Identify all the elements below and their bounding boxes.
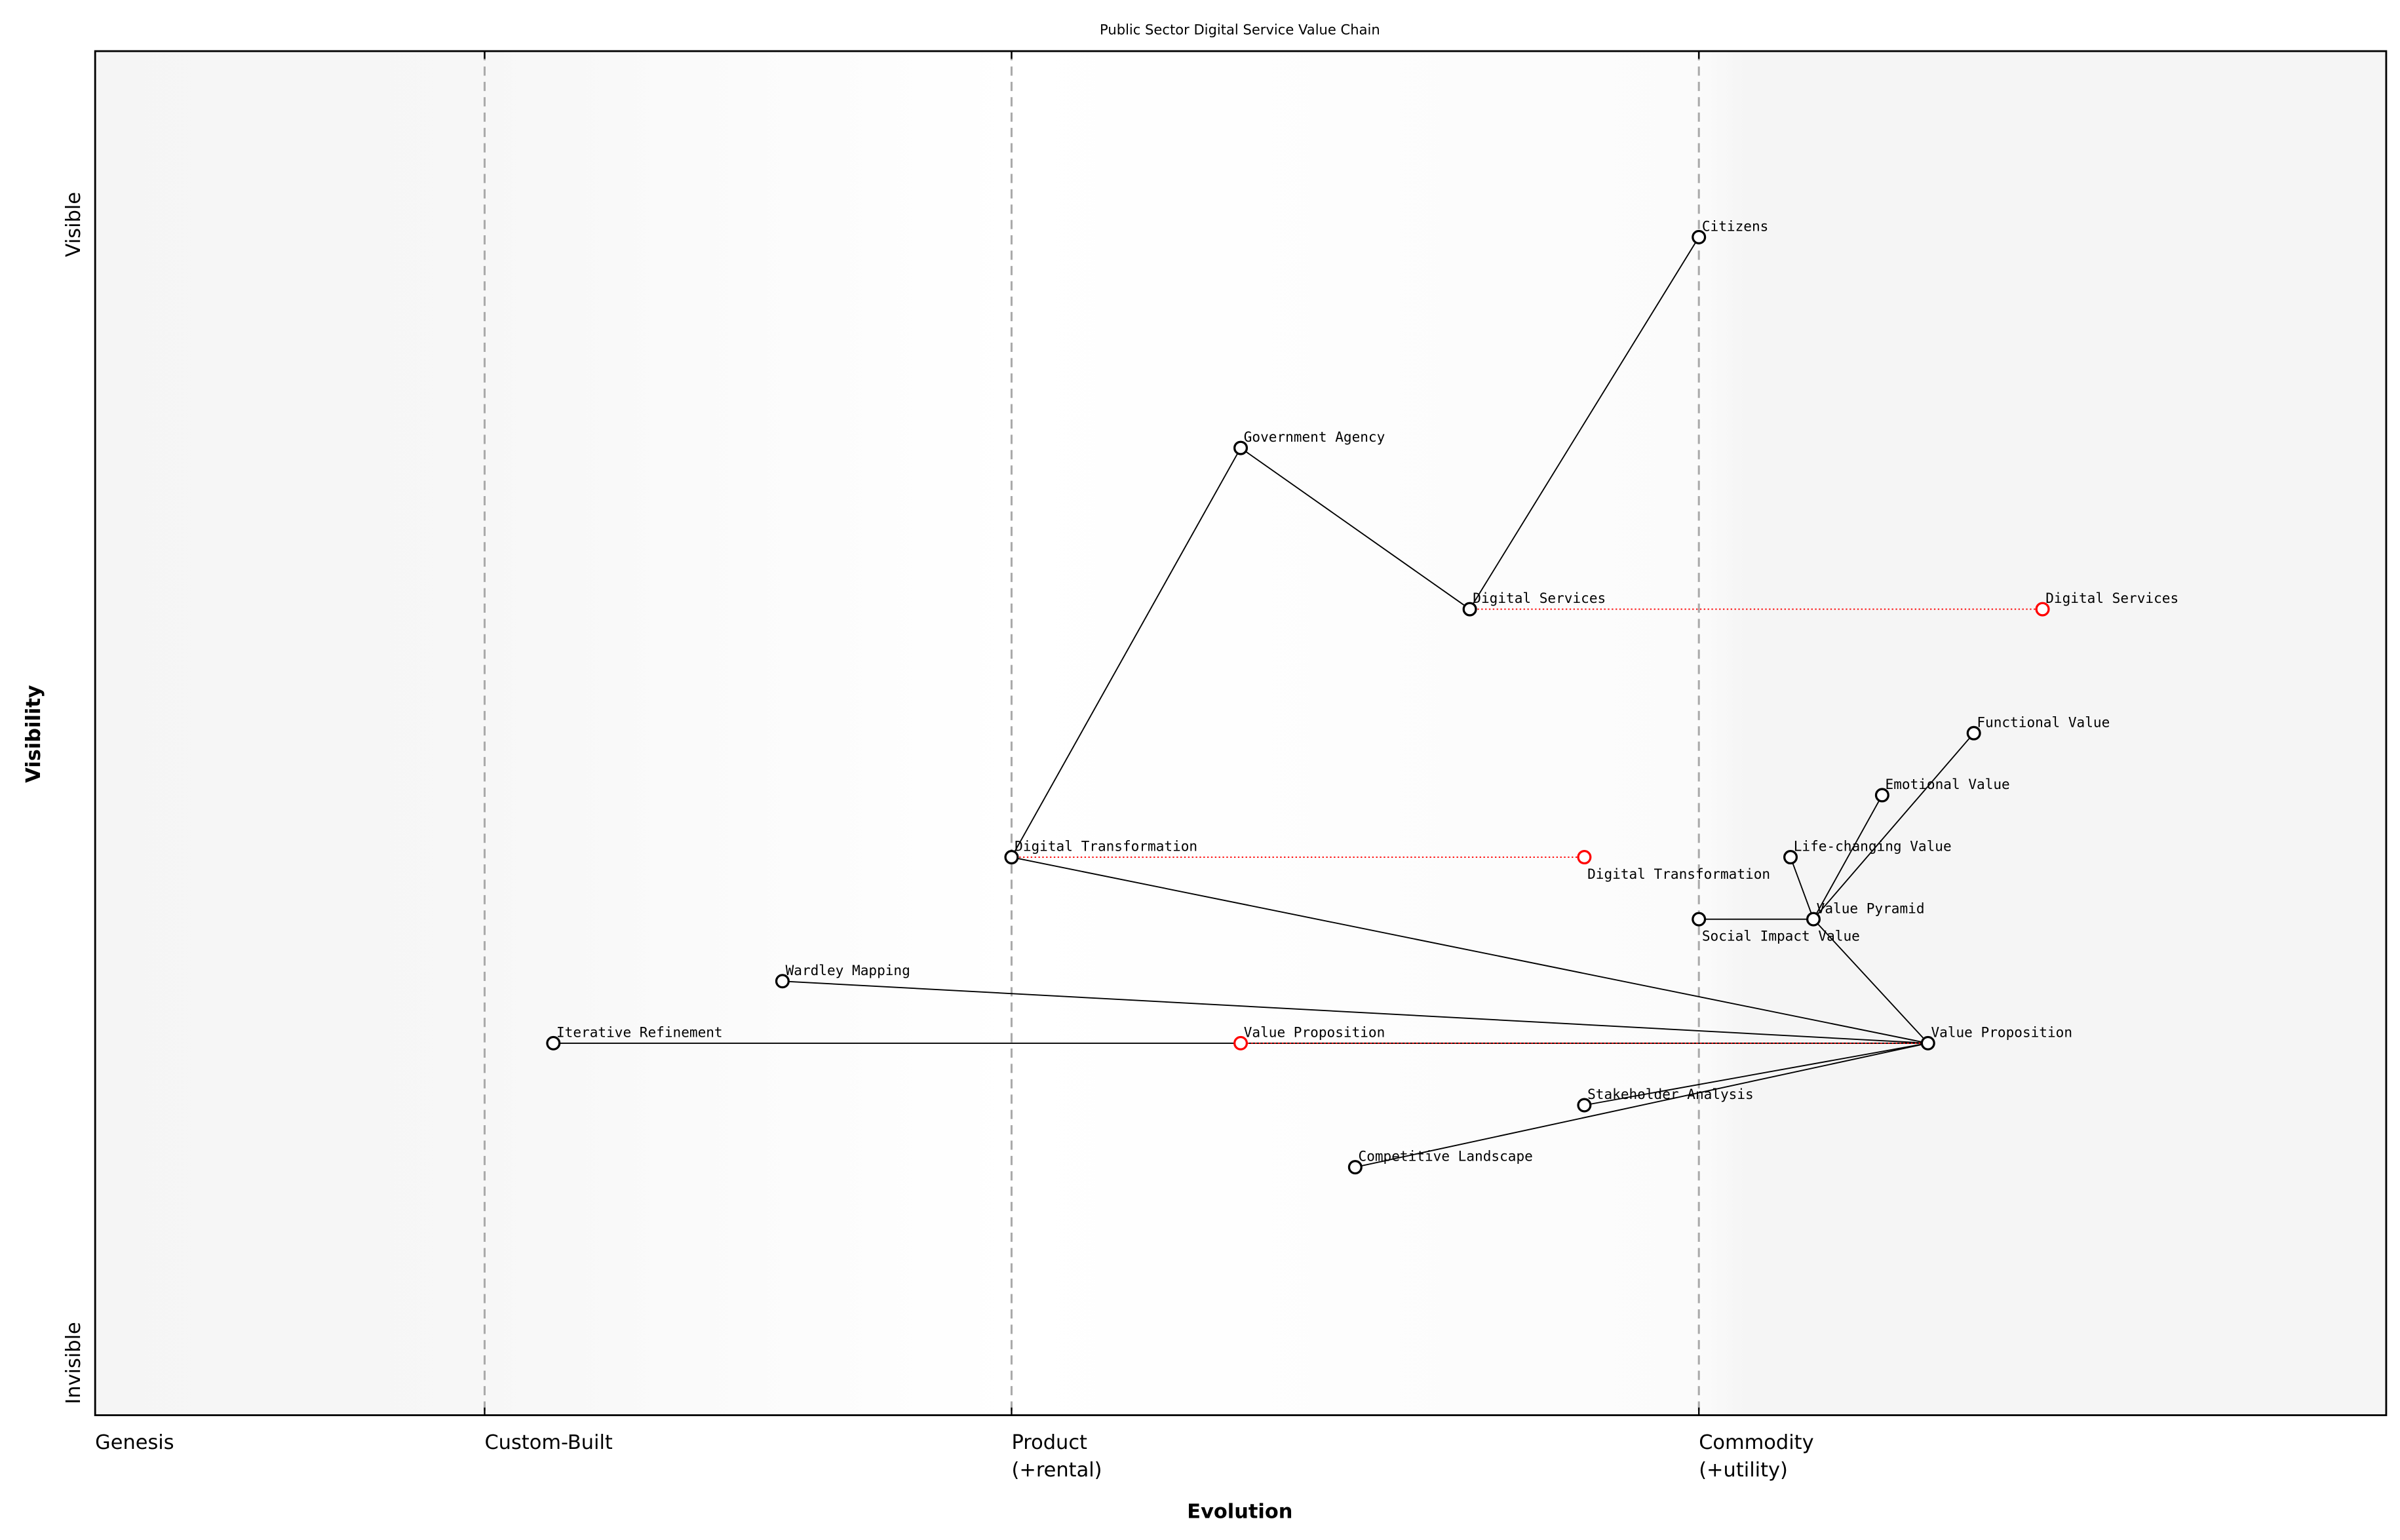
component-label: Social Impact Value [1702, 927, 1860, 944]
component-point [1806, 912, 1821, 927]
chart-title: Public Sector Digital Service Value Chai… [1100, 21, 1380, 37]
dependency-link [1240, 447, 1471, 610]
component-label: Emotional Value [1886, 776, 2010, 792]
dependency-link [1813, 794, 1883, 920]
evolved-component-point [1577, 850, 1592, 865]
component-point [1577, 1098, 1592, 1113]
x-stage-label: Custom-Built [484, 1431, 612, 1454]
dependency-link [1584, 1042, 1928, 1106]
component-point [1347, 1160, 1363, 1175]
component-point [1692, 229, 1707, 244]
component-label: Competitive Landscape [1359, 1148, 1533, 1165]
y-label-invisible: Invisible [62, 1322, 85, 1404]
dependency-link [782, 980, 1928, 1044]
component-label: Stakeholder Analysis [1587, 1086, 1754, 1102]
dependency-link [1011, 448, 1241, 858]
component-point [1233, 440, 1248, 455]
dependency-link [1469, 237, 1699, 610]
evolved-component-point [2035, 602, 2050, 617]
component-point [775, 974, 790, 989]
component-label: Government Agency [1244, 429, 1385, 445]
x-stage-label: Genesis [95, 1431, 174, 1454]
evolved-component-label: Digital Transformation [1587, 866, 1770, 882]
dependency-link [1813, 733, 1975, 920]
component-point [1004, 850, 1019, 865]
component-label: Iterative Refinement [556, 1024, 723, 1041]
dependency-link [1790, 857, 1814, 919]
x-axis-label: Evolution [1187, 1500, 1292, 1523]
y-axis-label: Visibility [22, 685, 45, 783]
component-label: Wardley Mapping [786, 962, 910, 978]
component-point [546, 1035, 561, 1050]
component-point [1920, 1035, 1935, 1050]
component-label: Value Proposition [1931, 1024, 2072, 1041]
evolved-component-point [1233, 1035, 1248, 1050]
component-label: Digital Transformation [1015, 838, 1197, 855]
plot-area [95, 51, 2386, 1415]
component-label: Value Pyramid [1817, 900, 1925, 916]
component-label: Digital Services [1473, 590, 1606, 606]
evolved-component-label: Digital Services [2045, 590, 2178, 606]
dependency-link [1813, 919, 1929, 1044]
x-stage-label: Commodity (+utility) [1699, 1431, 1813, 1482]
component-point [1874, 788, 1889, 803]
component-label: Citizens [1702, 218, 1768, 235]
component-point [1462, 602, 1477, 617]
evolved-component-label: Value Proposition [1244, 1024, 1385, 1041]
component-point [1783, 850, 1798, 865]
plot-frame [94, 50, 2388, 1416]
y-label-visible: Visible [62, 192, 85, 257]
x-stage-label: Product (+rental) [1011, 1431, 1102, 1482]
component-point [1966, 725, 1981, 741]
component-label: Functional Value [1977, 714, 2110, 730]
component-point [1692, 912, 1707, 927]
dependency-link [1011, 857, 1928, 1044]
component-label: Life-changing Value [1794, 838, 1952, 855]
dependency-link [1355, 1042, 1928, 1168]
